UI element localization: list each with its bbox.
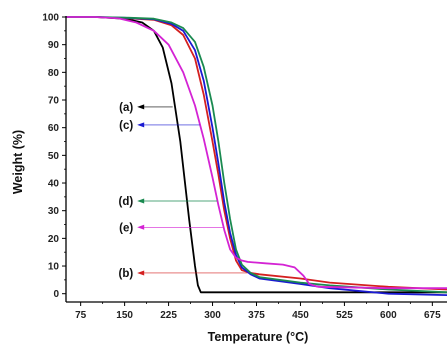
annotation-arrows: (a) (c) (d) (e) (b)	[118, 102, 248, 280]
x-tick-label-75: 75	[75, 310, 87, 321]
y-tick-label-10: 10	[48, 262, 60, 273]
x-tick-label-450: 450	[292, 310, 309, 321]
annotation-c-arrowhead	[137, 122, 145, 128]
annotation-a-arrowhead	[137, 104, 145, 110]
x-tick-label-375: 375	[248, 310, 265, 321]
series-curves	[66, 16, 447, 296]
annotation-d-label: (d)	[118, 196, 133, 208]
annotation-d-arrowhead	[137, 198, 145, 204]
y-tick-label-70: 70	[48, 96, 60, 107]
x-tick-label-300: 300	[204, 310, 221, 321]
y-tick-label-30: 30	[48, 206, 60, 217]
series-b-line	[66, 16, 447, 291]
x-tick-label-525: 525	[336, 310, 353, 321]
y-axis-title: Weight (%)	[11, 130, 25, 194]
annotation-b-arrowhead	[137, 270, 145, 276]
y-tick-label-90: 90	[48, 40, 60, 51]
series-a-line	[66, 16, 447, 294]
annotation-e-label: (e)	[119, 222, 133, 234]
annotation-b-label: (b)	[118, 268, 133, 280]
axes	[65, 16, 447, 303]
axis-ticks: 75 150 225 300 375 450 525 600 675 0 10 20 30 40 50 60 7…	[42, 13, 441, 322]
annotation-c-label: (c)	[119, 120, 133, 132]
series-c-line	[66, 16, 447, 296]
x-axis-title: Temperature (°C)	[208, 330, 309, 344]
x-tick-label-600: 600	[380, 310, 397, 321]
y-tick-label-50: 50	[48, 151, 60, 162]
y-tick-label-20: 20	[48, 234, 60, 245]
y-tick-label-60: 60	[48, 123, 60, 134]
x-tick-label-225: 225	[160, 310, 177, 321]
annotation-e-arrowhead	[137, 224, 145, 230]
y-tick-label-80: 80	[48, 68, 60, 79]
annotation-a-label: (a)	[119, 102, 133, 114]
y-tick-label-100: 100	[42, 13, 59, 24]
x-tick-label-150: 150	[116, 310, 133, 321]
y-tick-label-0: 0	[53, 289, 59, 300]
series-e-line	[66, 16, 447, 290]
series-d-line	[66, 16, 447, 294]
y-tick-label-40: 40	[48, 179, 60, 190]
x-tick-label-675: 675	[424, 310, 441, 321]
